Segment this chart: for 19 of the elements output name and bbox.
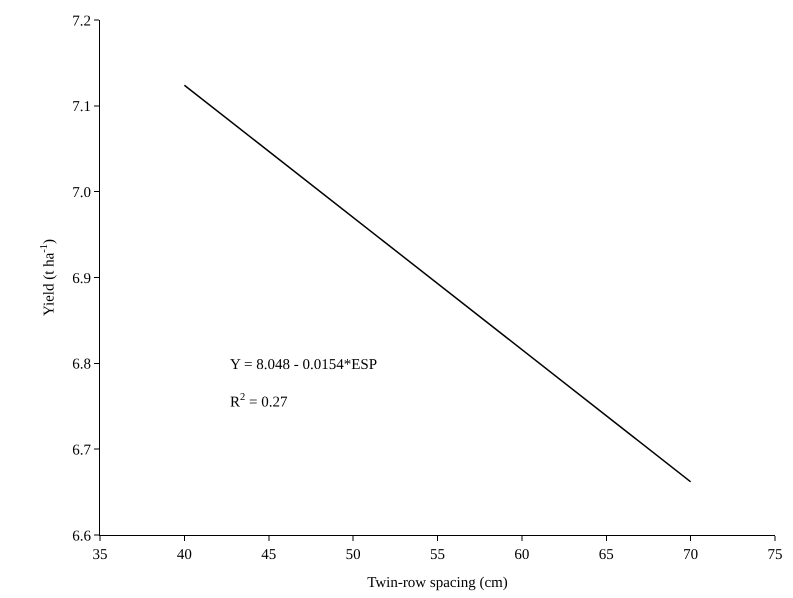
x-tick-label: 65 bbox=[598, 547, 614, 563]
x-tick-label: 45 bbox=[261, 547, 276, 563]
y-tick-label: 6.9 bbox=[72, 270, 91, 287]
x-tick-label: 70 bbox=[683, 547, 698, 563]
x-tick-label: 55 bbox=[430, 547, 445, 563]
y-tick-label: 7.0 bbox=[72, 184, 91, 201]
y-tick-label: 7.2 bbox=[72, 13, 91, 30]
y-tick-label: 6.8 bbox=[72, 356, 91, 373]
x-tick-label: 40 bbox=[176, 547, 192, 563]
x-tick-label: 50 bbox=[346, 547, 361, 563]
annotation: R$^{2}$ = 0.27 bbox=[230, 392, 288, 410]
x-axis-title: Twin-row spacing (cm) bbox=[367, 575, 508, 591]
y-tick-label: 6.6 bbox=[72, 528, 92, 544]
x-tick-label: 60 bbox=[514, 547, 530, 563]
x-tick-label: 75 bbox=[768, 547, 782, 563]
x-tick-label: 35 bbox=[92, 547, 108, 563]
y-tick-label: 6.7 bbox=[72, 442, 92, 458]
y-tick-label: 7.1 bbox=[72, 99, 91, 116]
annotation: Y = 8.048 - 0.0154*ESP bbox=[230, 357, 378, 373]
